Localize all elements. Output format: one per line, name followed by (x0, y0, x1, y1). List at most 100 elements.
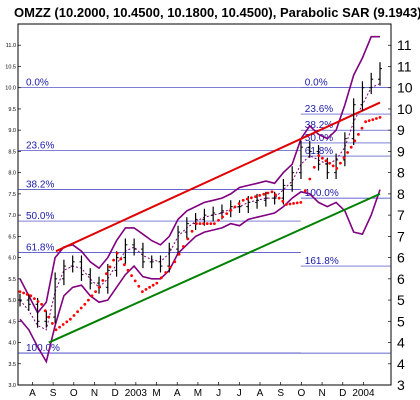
sar-dot (22, 291, 25, 295)
left-tick-label: 9.5 (8, 107, 16, 113)
right-tick-label: 11 (397, 37, 412, 53)
x-tick-label: J (216, 388, 221, 399)
sar-dot (217, 218, 220, 222)
right-tick-label: 4 (397, 335, 405, 351)
sar-dot (40, 302, 43, 306)
sar-dot (18, 290, 22, 293)
right-tick-label: 8 (397, 165, 405, 181)
right-tick-label: 7 (397, 228, 405, 244)
left-tick-label: 8.5 (8, 149, 16, 155)
right-tick-label: 10 (397, 101, 413, 117)
x-tick-label: 2003 (125, 388, 148, 399)
sar-dot (324, 159, 328, 163)
x-tick-label: S (277, 388, 284, 399)
sar-dot (258, 194, 262, 197)
sar-dot (101, 279, 105, 282)
sar-dot (33, 297, 36, 300)
sar-dot (342, 156, 346, 160)
sar-dot (292, 202, 295, 205)
sar-dot (312, 165, 316, 169)
chart-title: OMZZ (10.2000, 10.4500, 10.1800, 10.4500… (14, 5, 420, 20)
right-tick-label: 4 (397, 356, 405, 372)
right-tick-label: 11 (397, 58, 412, 74)
right-tick-label: 9 (397, 143, 405, 159)
sar-dot (331, 164, 335, 168)
sar-dot (133, 279, 137, 283)
sar-dot (308, 177, 312, 181)
sar-dot (349, 145, 353, 149)
right-tick-label: 7 (397, 207, 405, 223)
fib-label-left: 50.0% (26, 211, 54, 222)
right-tick-label: 6 (397, 271, 405, 287)
right-tick-label: 6 (397, 250, 405, 266)
sar-dot (233, 205, 237, 209)
sar-dot (213, 222, 216, 226)
x-tick-label: O (297, 388, 305, 399)
sar-dot (115, 251, 119, 255)
sar-dot (159, 276, 163, 280)
sar-dot (123, 263, 126, 267)
sar-dot (221, 215, 225, 219)
sar-dot (190, 229, 194, 233)
sar-dot (317, 154, 321, 158)
right-tick-label: 3 (397, 377, 405, 393)
sar-dot (241, 198, 245, 202)
sar-dot (76, 310, 79, 314)
sar-dot (346, 151, 349, 154)
left-tick-label: 4.0 (8, 341, 16, 347)
left-tick-label: 3.0 (8, 383, 16, 389)
x-tick-label: A (29, 388, 36, 399)
fib-label-left: 100.0% (26, 343, 60, 354)
fib-label-right: 23.6% (305, 104, 333, 115)
sar-dot (144, 288, 148, 291)
fib-label-right: 0.0% (305, 78, 328, 89)
trend-lines (48, 101, 381, 344)
sar-dot (295, 201, 299, 205)
sar-dot (229, 208, 233, 212)
sar-dot (339, 161, 342, 165)
sar-dot (119, 257, 123, 261)
left-tick-label: 10.0 (5, 86, 16, 92)
sar-dot (168, 265, 172, 269)
sar-dot (130, 274, 134, 277)
sar-dot (65, 320, 69, 324)
sar-dot (299, 201, 303, 204)
x-tick-label: M (152, 388, 160, 399)
trend-line (55, 101, 381, 253)
sar-dot (357, 133, 360, 136)
left-axis-ticks: 3.0 3.5 4.0 4.5 5.0 5.5 6.0 6.5 7.0 7.5 8.0 8.5 9.0 9… (5, 43, 21, 389)
sar-dot (79, 306, 83, 310)
x-tick-label: S (50, 388, 57, 399)
sar-dot (367, 119, 371, 122)
sar-dot (375, 117, 378, 120)
sar-dot (36, 300, 40, 303)
sar-dot (61, 323, 65, 326)
right-tick-label: 8 (397, 186, 405, 202)
x-tick-label: M (194, 388, 202, 399)
x-tick-label: 2004 (352, 388, 375, 399)
fib-label-right: 161.8% (305, 256, 339, 267)
sar-dot (360, 126, 364, 130)
sar-dot (148, 285, 152, 289)
left-tick-label: 11.0 (6, 43, 16, 49)
sar-dot (155, 281, 159, 285)
sar-dot (245, 197, 249, 201)
fib-label-left: 38.2% (26, 180, 54, 191)
left-tick-label: 10.5 (5, 64, 16, 70)
x-tick-label: N (91, 388, 98, 399)
sar-dot (254, 195, 257, 199)
sar-dot (43, 309, 47, 313)
x-tick-label: D (112, 388, 119, 399)
sar-dot (262, 192, 266, 196)
fib-label-left: 61.8% (26, 242, 54, 253)
sar-dot (195, 222, 198, 226)
sar-dot (69, 317, 72, 321)
sar-dots (18, 116, 382, 332)
sar-dot (250, 196, 253, 200)
sar-dot (108, 265, 112, 269)
sar-dot (281, 199, 285, 203)
left-tick-label: 6.0 (8, 256, 16, 262)
fib-label-right: 100.0% (305, 188, 339, 199)
sar-dot (303, 189, 307, 193)
sar-dot (54, 328, 58, 332)
